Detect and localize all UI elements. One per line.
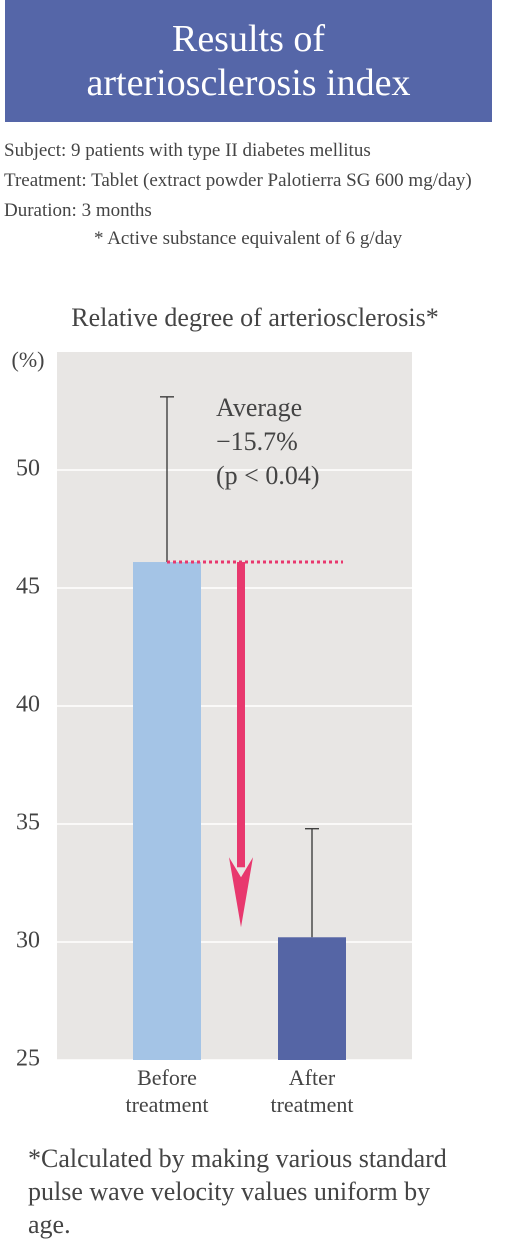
arrow-head [229, 857, 253, 928]
x-tick-label: After treatment [270, 1065, 354, 1117]
header-title: Results of arteriosclerosis index [5, 0, 492, 122]
y-tick-label: 30 [16, 928, 40, 954]
annotation: (p < 0.04) [216, 461, 319, 490]
arrow-shaft [237, 562, 245, 868]
y-tick-label: 45 [16, 574, 40, 600]
info-line: Subject: 9 patients with type II diabete… [4, 140, 371, 161]
bar [278, 937, 346, 1060]
y-tick-label: 35 [16, 810, 40, 836]
y-tick-label: 40 [16, 692, 40, 718]
info-line: Duration: 3 months [4, 200, 152, 221]
chart-title: Relative degree of arteriosclerosis* [71, 303, 438, 332]
y-tick-label: 50 [16, 456, 40, 482]
info-line: Treatment: Tablet (extract powder Paloti… [4, 170, 472, 191]
x-tick-label: Before treatment [125, 1065, 209, 1117]
note: * Active substance equivalent of 6 g/day [94, 228, 403, 249]
annotation: Average [216, 393, 302, 422]
bar [133, 562, 201, 1060]
y-tick-label: 25 [16, 1046, 40, 1072]
footnote: *Calculated by making various standard p… [28, 1144, 447, 1239]
annotation: −15.7% [216, 427, 298, 456]
chart: Relative degree of arteriosclerosis* (%)… [12, 303, 439, 1072]
y-axis-label: (%) [12, 347, 45, 372]
